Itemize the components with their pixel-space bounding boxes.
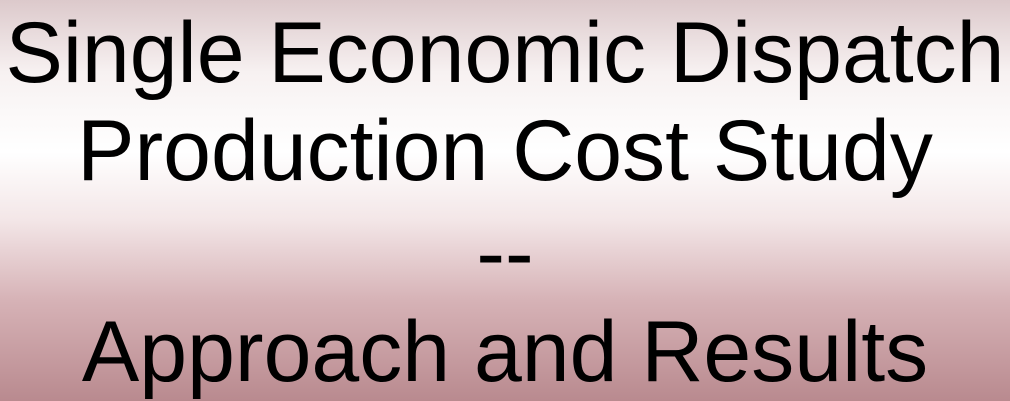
- title-line: --: [476, 205, 534, 301]
- title-line: Single Economic Dispatch: [5, 5, 1005, 101]
- title-line: Approach and Results: [81, 304, 929, 400]
- title-line: Production Cost Study: [77, 103, 933, 199]
